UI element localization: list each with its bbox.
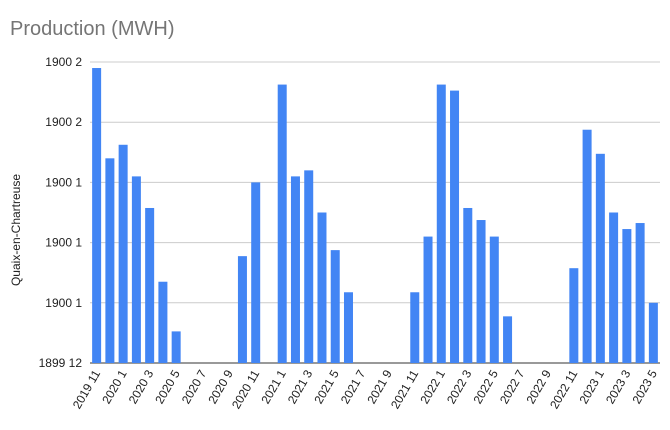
bar — [423, 236, 433, 363]
y-axis-ticks: 1899 12 1900 1 1900 1 1900 1 1900 2 1900 2 — [39, 55, 83, 370]
bar — [436, 84, 446, 363]
x-tick-label: 2020 3 — [126, 367, 157, 406]
x-tick-label: 2020 5 — [152, 367, 183, 406]
bar — [476, 220, 486, 363]
bar — [648, 302, 658, 363]
bar — [569, 268, 579, 363]
y-tick-label: 1900 1 — [45, 236, 82, 250]
x-tick-label: 2022 7 — [497, 367, 528, 406]
y-tick-label: 1900 1 — [45, 175, 82, 189]
y-tick-label: 1899 12 — [39, 356, 83, 370]
bar — [317, 212, 327, 363]
x-tick-label: 2021 5 — [311, 367, 342, 406]
bar — [622, 229, 632, 363]
bar — [463, 207, 473, 363]
bar — [609, 212, 619, 363]
bar — [503, 316, 513, 363]
y-tick-label: 1900 2 — [45, 55, 82, 69]
chart-title: Production (MWH) — [10, 18, 175, 40]
x-tick-label: 2020 1 — [99, 367, 130, 406]
gridlines — [90, 61, 660, 364]
x-tick-label: 2021 3 — [285, 367, 316, 406]
x-tick-label: 2022 1 — [417, 367, 448, 406]
bar — [92, 68, 102, 364]
bar — [450, 90, 460, 363]
bar — [171, 331, 181, 363]
bar — [158, 281, 168, 363]
x-tick-label: 2019 11 — [70, 367, 104, 411]
bar — [118, 144, 128, 363]
x-tick-label: 2023 5 — [629, 367, 660, 406]
bar — [290, 176, 300, 363]
bar — [635, 223, 645, 363]
bars — [92, 68, 658, 364]
bar — [237, 256, 247, 363]
bar — [131, 176, 141, 363]
x-tick-label: 2020 7 — [179, 367, 210, 406]
y-tick-label: 1900 2 — [45, 115, 82, 129]
y-tick-label: 1900 1 — [45, 296, 82, 310]
bar — [251, 182, 261, 363]
bar — [582, 129, 592, 363]
x-tick-label: 2022 3 — [444, 367, 475, 406]
bar — [343, 292, 353, 363]
bar — [330, 250, 340, 363]
x-tick-label: 2021 7 — [338, 367, 369, 406]
x-tick-label: 2021 1 — [258, 367, 289, 406]
x-tick-label: 2022 5 — [470, 367, 501, 406]
bar — [145, 207, 155, 363]
bar — [105, 158, 115, 363]
bar — [410, 292, 420, 363]
bar — [489, 236, 499, 363]
bar — [277, 84, 287, 363]
bar — [304, 170, 314, 363]
x-tick-label: 2023 3 — [603, 367, 634, 406]
bar — [595, 153, 605, 363]
y-axis-label: Quaix-en-Chartreuse — [9, 174, 23, 286]
x-tick-label: 2023 1 — [576, 367, 607, 406]
